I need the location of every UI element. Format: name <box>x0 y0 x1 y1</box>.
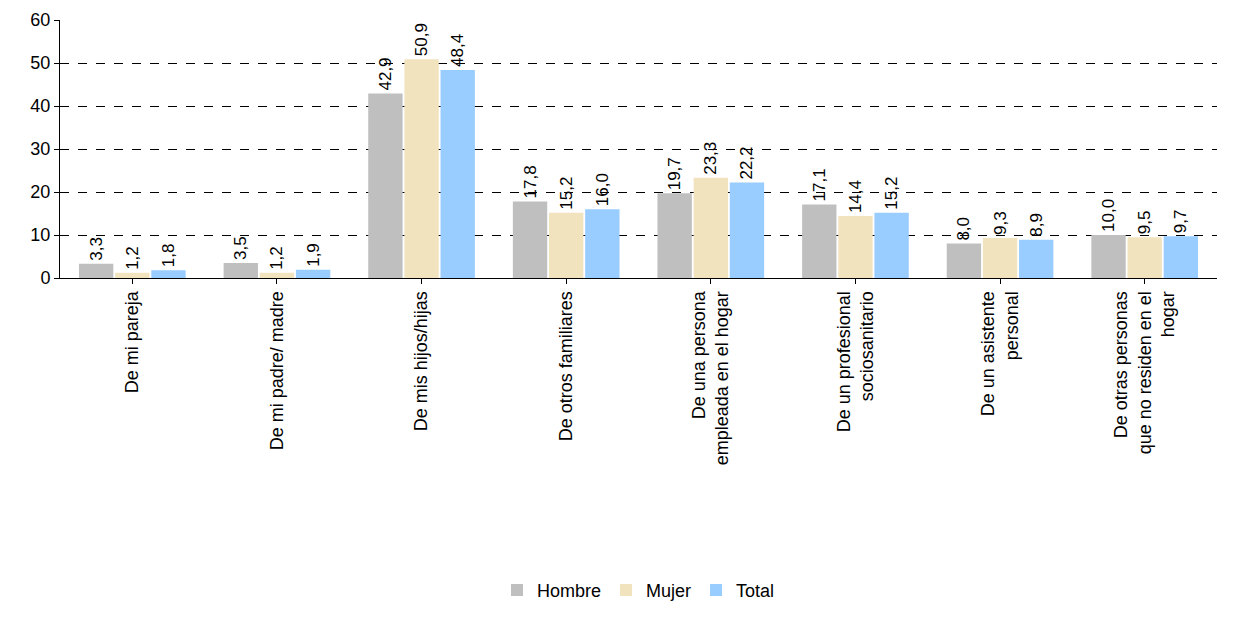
svg-text:15,2: 15,2 <box>882 177 901 210</box>
svg-text:3,3: 3,3 <box>87 237 106 261</box>
svg-text:0: 0 <box>40 268 50 288</box>
svg-text:60: 60 <box>30 10 50 30</box>
svg-text:De un asistentepersonal: De un asistentepersonal <box>978 291 1021 416</box>
svg-text:16,0: 16,0 <box>593 173 612 206</box>
svg-text:50,9: 50,9 <box>412 23 431 56</box>
svg-text:De otros familiares: De otros familiares <box>556 291 576 441</box>
svg-text:Total: Total <box>736 581 774 601</box>
svg-text:17,8: 17,8 <box>521 165 540 198</box>
svg-text:De un profesionalsociosanitari: De un profesionalsociosanitario <box>834 291 877 432</box>
svg-text:8,0: 8,0 <box>954 217 973 241</box>
svg-text:De mi padre/ madre: De mi padre/ madre <box>267 291 287 450</box>
svg-text:50: 50 <box>30 53 50 73</box>
svg-text:Hombre: Hombre <box>537 581 601 601</box>
svg-text:40: 40 <box>30 96 50 116</box>
svg-text:14,4: 14,4 <box>846 180 865 213</box>
svg-text:20: 20 <box>30 182 50 202</box>
svg-text:9,3: 9,3 <box>991 211 1010 235</box>
svg-text:17,1: 17,1 <box>810 168 829 201</box>
svg-text:42,9: 42,9 <box>376 57 395 90</box>
svg-text:19,7: 19,7 <box>665 157 684 190</box>
svg-text:Mujer: Mujer <box>646 581 691 601</box>
svg-text:30: 30 <box>30 139 50 159</box>
svg-text:1,2: 1,2 <box>267 246 286 270</box>
svg-text:1,9: 1,9 <box>304 243 323 267</box>
svg-text:22,2: 22,2 <box>737 146 756 179</box>
svg-text:3,5: 3,5 <box>231 236 250 260</box>
svg-text:1,2: 1,2 <box>123 246 142 270</box>
svg-text:De otras personasque no reside: De otras personasque no residen en elhog… <box>1111 291 1178 454</box>
svg-text:De mi pareja: De mi pareja <box>122 290 142 393</box>
svg-text:1,8: 1,8 <box>159 244 178 268</box>
svg-text:15,2: 15,2 <box>557 177 576 210</box>
svg-text:48,4: 48,4 <box>448 34 467 67</box>
svg-text:10,0: 10,0 <box>1099 199 1118 232</box>
svg-text:De mis hijos/hijas: De mis hijos/hijas <box>411 291 431 431</box>
svg-text:9,5: 9,5 <box>1135 211 1154 235</box>
svg-text:23,3: 23,3 <box>701 142 720 175</box>
svg-text:10: 10 <box>30 225 50 245</box>
svg-text:9,7: 9,7 <box>1171 210 1190 234</box>
svg-text:De una personaempleada en el h: De una personaempleada en el hogar <box>689 290 732 465</box>
svg-text:8,9: 8,9 <box>1027 213 1046 237</box>
